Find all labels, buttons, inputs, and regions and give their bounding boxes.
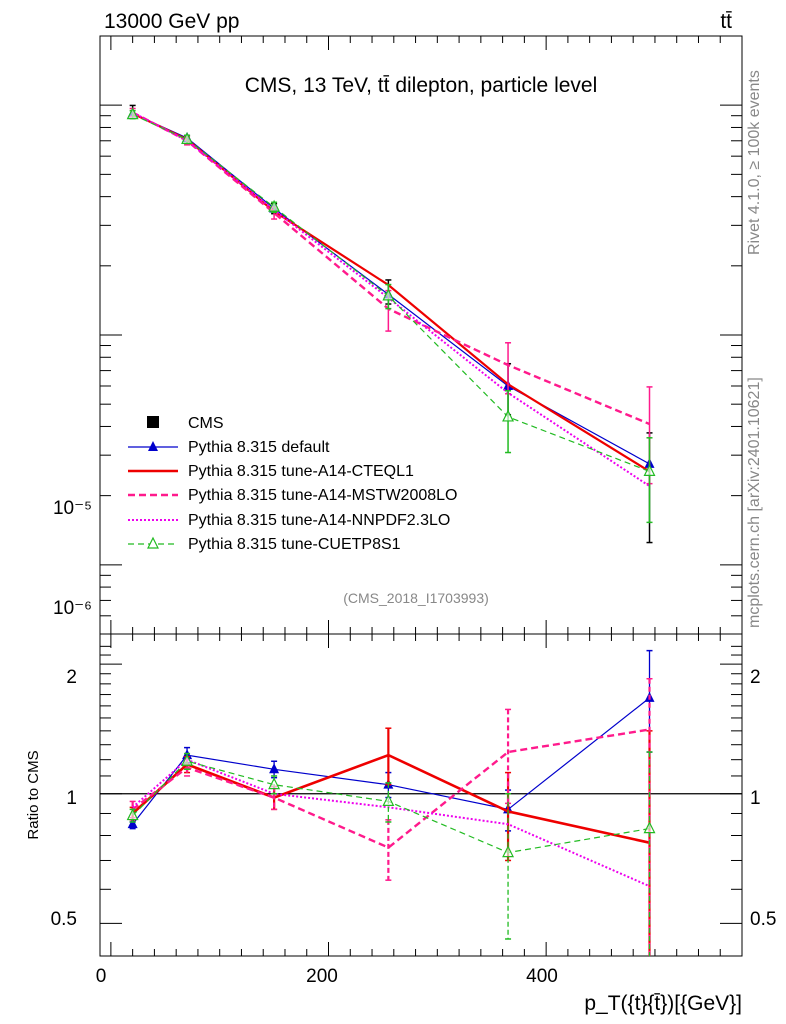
main-ytick-label-1e-6: 10⁻⁶ [53,598,92,619]
main-series-group [126,104,656,544]
main-point-pythia-8-315-tune-cuetp8s1 [268,199,281,212]
main-point-pythia-8-315-tune-cuetp8s1 [181,132,194,144]
ratio-line-pythia-8-315-tune-a14-mstw2008lo [131,728,650,849]
ratio-point-pythia-8-315-tune-cuetp8s1 [502,845,515,858]
xtick-label-0: 0 [96,966,107,987]
ratio-series-group [126,649,656,956]
ratio-y-label: Ratio to CMS [25,750,42,839]
ratio-line-pythia-8-315-tune-cuetp8s1 [132,760,650,854]
rivet-label: Rivet 4.1.0, ≥ 100k events [746,70,763,255]
ratio-point-pythia-8-315-tune-cuetp8s1 [126,808,139,821]
ratio-point-pythia-8-315-tune-cuetp8s1 [181,753,194,766]
ratio-frame [99,633,743,957]
ratio-ytick-label-1: 1 [66,788,77,809]
main-ytick-label-1e-5: 10⁻⁵ [53,498,92,519]
main-line-pythia-8-315-tune-cuetp8s1 [132,114,650,472]
ratio-line-pythia-8-315-tune-a14-cteql1 [131,753,650,844]
legend-label-default: Pythia 8.315 default [188,439,330,456]
mcplots-label: mcplots.cern.ch [arXiv:2401.10621] [746,377,763,628]
legend-marker-default [148,441,158,451]
ratio-ytick-label-0.5-right: 0.5 [750,909,776,930]
main-y-axis [100,35,742,635]
main-line-pythia-8-315-default [132,112,650,465]
ratio-ytick-label-1-right: 1 [750,788,761,809]
ratio-ytick-label-2: 2 [66,667,77,688]
ratio-point-pythia-8-315-tune-cuetp8s1 [268,777,281,790]
legend-label-cteql1: Pythia 8.315 tune-A14-CTEQL1 [188,463,414,480]
legend: CMS Pythia 8.315 default Pythia 8.315 tu… [128,415,457,553]
main-point-pythia-8-315-tune-cuetp8s1 [382,288,395,301]
main-line-pythia-8-315-tune-a14-nnpdf2-3lo [132,111,651,487]
legend-label-cms: CMS [188,415,224,432]
ratio-ytick-label-2-right: 2 [750,667,761,688]
legend-label-cuetp8s1: Pythia 8.315 tune-CUETP8S1 [188,536,401,553]
main-title: CMS, 13 TeV, tt̄ dilepton, particle leve… [245,74,598,97]
header-left: 13000 GeV pp [104,10,239,33]
legend-label-mstw: Pythia 8.315 tune-A14-MSTW2008LO [188,487,457,504]
header-right: tt̄ [720,10,732,33]
ratio-point-pythia-8-315-default [269,763,280,774]
x-axis-label: p_T({t}{t̄})[{GeV}] [584,992,742,1015]
legend-marker-cms [147,416,159,428]
ratio-point-pythia-8-315-default [127,818,138,829]
legend-marker-cuetp8s1 [147,536,159,549]
main-point-pythia-8-315-tune-cuetp8s1 [502,409,515,422]
ratio-point-pythia-8-315-tune-cuetp8s1 [643,821,656,834]
main-line-pythia-8-315-tune-a14-mstw2008lo [132,111,650,426]
xtick-label-400: 400 [526,966,558,987]
ratio-ytick-label-0.5: 0.5 [51,909,77,930]
analysis-id: (CMS_2018_I1703993) [343,590,489,606]
ratio-point-pythia-8-315-tune-cuetp8s1 [382,794,395,807]
ratio-line-pythia-8-315-tune-a14-nnpdf2-3lo [131,758,650,888]
legend-label-nnpdf: Pythia 8.315 tune-A14-NNPDF2.3LO [188,512,450,529]
ratio-axes [100,634,742,956]
main-point-pythia-8-315-tune-cuetp8s1 [643,464,656,476]
main-point-pythia-8-315-tune-cuetp8s1 [126,107,139,120]
xtick-label-200: 200 [306,966,338,987]
